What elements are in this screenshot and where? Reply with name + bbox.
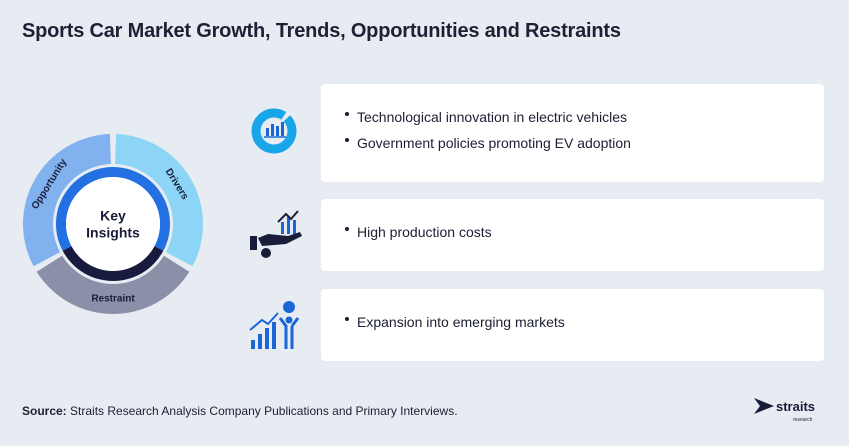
title: Sports Car Market Growth, Trends, Opport… xyxy=(22,20,621,42)
ring-segment xyxy=(23,134,111,267)
bullet-item: High production costs xyxy=(345,219,492,245)
center-label: Insights xyxy=(86,225,140,241)
opportunity-icon xyxy=(249,301,300,349)
ring-segment xyxy=(36,255,190,315)
bullet-item: Technological innovation in electric veh… xyxy=(345,104,631,130)
center-label: Key xyxy=(100,208,126,224)
drivers-icon xyxy=(251,108,297,154)
inner-ring-bottom xyxy=(62,246,164,281)
logo-tagline: research xyxy=(793,417,813,423)
inner-disc xyxy=(66,177,160,271)
ring-segment xyxy=(115,134,204,267)
inner-ring-top xyxy=(56,166,171,251)
segment-label: Restraint xyxy=(91,294,135,305)
source-text: Straits Research Analysis Company Public… xyxy=(70,404,458,418)
card: Expansion into emerging markets xyxy=(321,289,824,361)
card: High production costs xyxy=(321,199,824,271)
bullet-item: Expansion into emerging markets xyxy=(345,309,565,335)
restraints-icon xyxy=(250,210,302,258)
logo-mark xyxy=(754,398,774,414)
source: Source: Straits Research Analysis Compan… xyxy=(22,404,458,418)
card: Technological innovation in electric veh… xyxy=(321,84,824,182)
bullet-item: Government policies promoting EV adoptio… xyxy=(345,130,631,156)
source-label: Source: xyxy=(22,404,67,418)
logo-name: straits xyxy=(776,399,815,414)
